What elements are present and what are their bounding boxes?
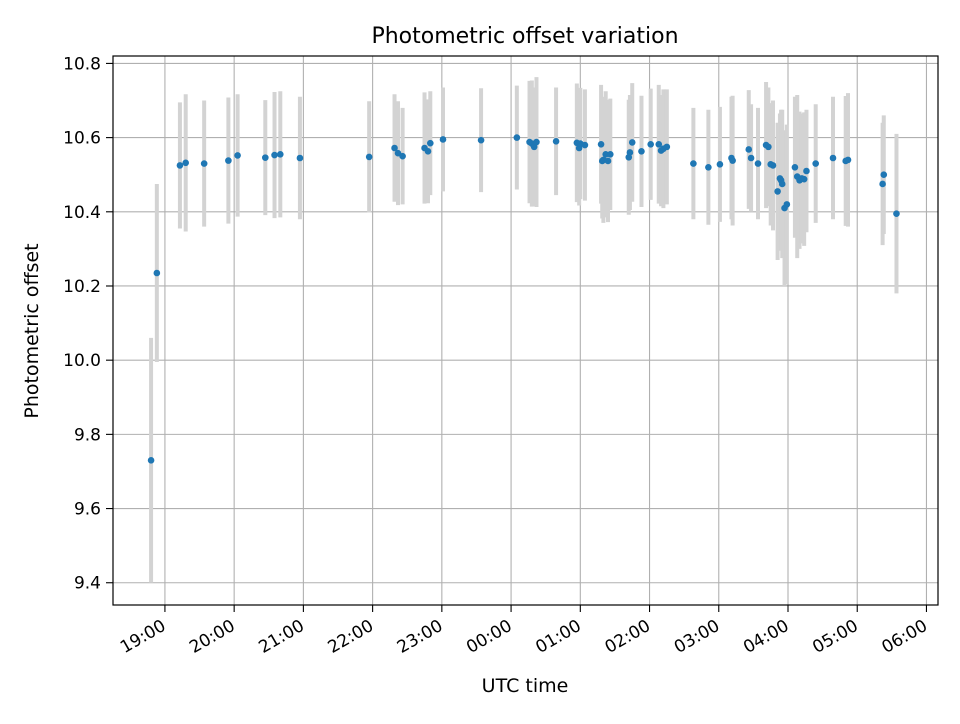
data-point [778,180,786,188]
data-point [765,143,772,151]
data-point [147,457,155,464]
data-point [262,154,269,161]
data-point [879,180,886,188]
data-point [427,139,434,147]
data-point [533,138,540,146]
data-point [399,152,406,160]
y-tick-label: 9.8 [74,425,101,445]
data-point [176,162,184,169]
y-tick-label: 10.8 [63,54,101,74]
data-point [234,152,241,159]
data-point [581,141,589,149]
data-point [880,171,888,179]
data-point [647,140,654,148]
data-point [296,154,304,162]
data-point [225,157,232,164]
data-point [391,144,398,152]
data-point [663,143,671,151]
data-point [716,161,724,168]
data-point [513,134,521,141]
y-tick-label: 9.4 [74,574,101,594]
data-point [774,188,781,195]
y-tick-label: 10.2 [63,277,101,297]
data-point [424,148,432,155]
data-point [628,139,636,146]
plot-frame [112,55,939,606]
data-point [791,163,799,171]
data-point [602,151,609,158]
data-point [769,162,777,169]
data-point [803,167,810,175]
data-points [147,134,900,464]
data-point [439,136,447,143]
data-point [783,201,791,208]
y-tick-label: 9.6 [74,500,101,520]
data-point [365,153,373,161]
data-point [893,210,900,217]
data-point [690,160,697,167]
data-point [754,160,762,167]
data-point [812,160,819,167]
y-tick-label: 10.6 [63,129,101,149]
data-point [200,160,208,167]
data-point [800,175,808,183]
data-point [182,159,189,167]
y-tick-label: 10.4 [63,203,101,223]
data-point [829,154,837,162]
data-point [277,151,284,158]
chart-title: Photometric offset variation [371,24,678,49]
data-point [607,151,614,158]
data-point [638,148,645,155]
data-point [153,269,161,277]
data-point [626,149,634,156]
y-axis-label: Photometric offset [21,243,43,418]
data-point [729,157,736,164]
data-point [745,146,753,153]
data-point [597,140,605,148]
data-point [655,140,663,148]
data-point [477,136,485,144]
data-point [705,163,712,171]
data-point [844,156,852,164]
x-axis-label: UTC time [482,675,569,697]
y-tick-label: 10.0 [63,351,101,371]
data-point [552,138,560,145]
data-point [271,151,278,159]
data-point [604,157,612,165]
data-point [747,154,755,162]
